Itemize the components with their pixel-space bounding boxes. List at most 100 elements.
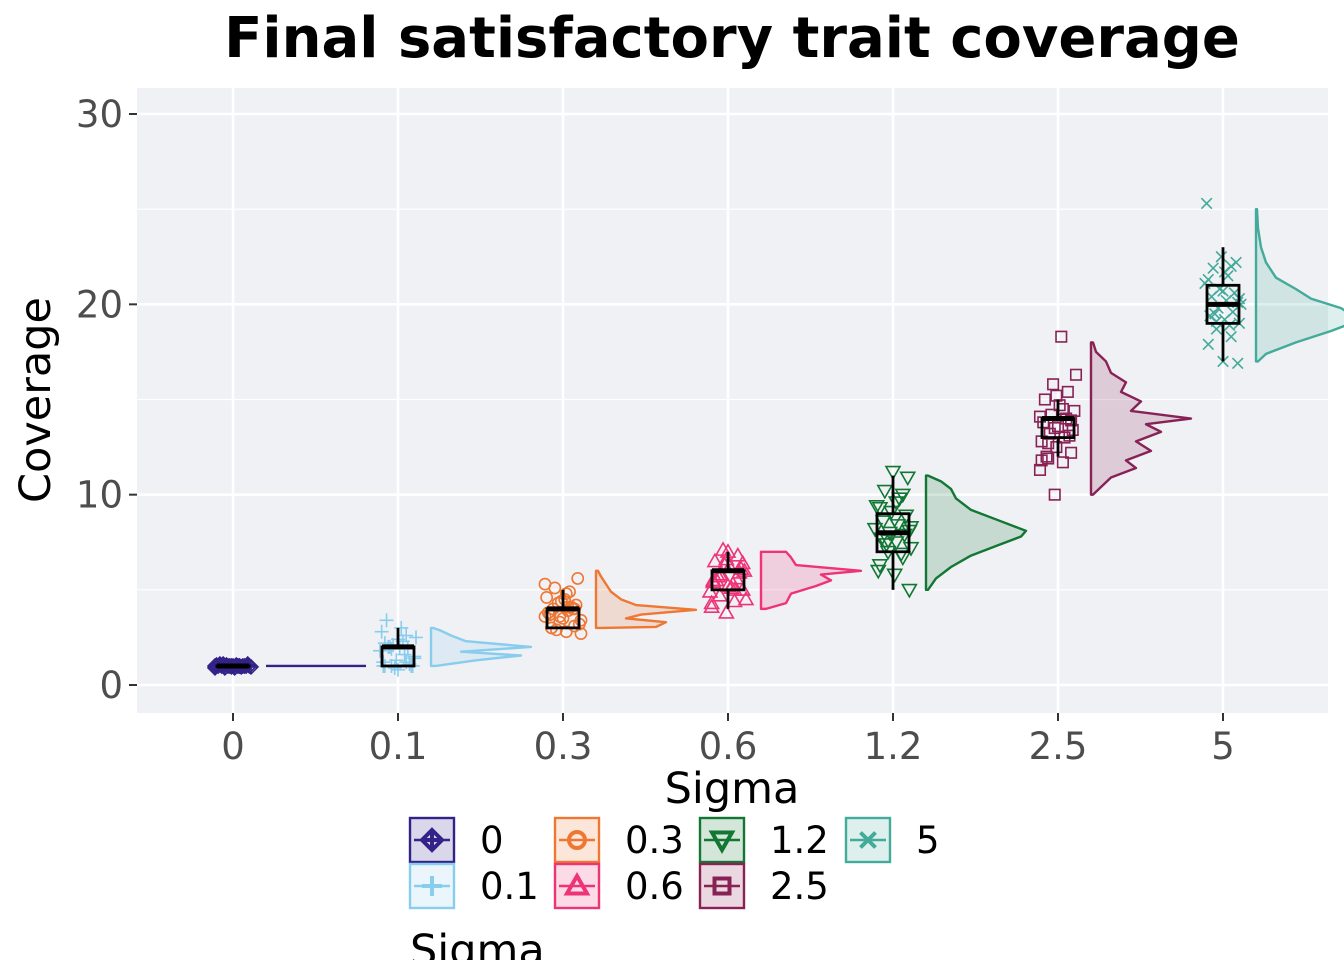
data-marks: [206, 197, 1344, 677]
data-point: [892, 547, 910, 563]
data-point: [574, 627, 588, 641]
legend-item-0: 0: [408, 816, 504, 864]
y-tick-label: 10: [76, 474, 123, 517]
plot-panel: [137, 88, 1328, 713]
density-curve: [924, 474, 1028, 592]
data-point: [399, 628, 414, 643]
data-point: [558, 592, 572, 606]
data-point: [1048, 421, 1061, 435]
legend-label: 5: [916, 819, 940, 862]
legend-title: Sigma: [410, 926, 545, 960]
legend-marker: [419, 827, 445, 853]
density-curve: [594, 569, 698, 630]
legend-item-0.6: 0.6: [553, 862, 684, 910]
data-point: [559, 587, 573, 601]
data-point: [866, 522, 884, 538]
data-point: [379, 613, 394, 628]
data-point: [1217, 285, 1229, 297]
density-curve: [1254, 207, 1344, 363]
data-point: [1069, 368, 1083, 381]
legend-item-0.1: 0.1: [408, 862, 539, 910]
data-point: [894, 488, 912, 504]
data-point: [1210, 315, 1223, 328]
legend-label: 0: [480, 819, 504, 862]
data-point: [869, 564, 887, 580]
data-point: [711, 565, 729, 581]
data-point: [540, 591, 554, 604]
series-2.5: [1033, 330, 1193, 501]
legend-marker: [422, 876, 442, 896]
data-point: [703, 598, 721, 614]
data-point: [409, 630, 423, 645]
y-axis: 0 10 20 30: [76, 93, 137, 707]
data-point: [1055, 330, 1068, 343]
legend-marker: [712, 876, 732, 896]
data-point: [373, 643, 387, 658]
data-point: [1223, 319, 1236, 332]
data-point: [871, 501, 889, 517]
x-tick-label: 0: [221, 725, 245, 768]
data-point: [1053, 399, 1066, 412]
series-0.6: [701, 541, 863, 619]
density-curve: [1089, 341, 1193, 496]
legend-marker: [859, 831, 877, 849]
data-point: [574, 613, 588, 627]
x-axis-label: Sigma: [665, 764, 800, 814]
legend-label: 0.6: [625, 865, 684, 908]
data-point: [884, 465, 902, 481]
legend-item-5: 5: [844, 816, 940, 864]
data-point: [1047, 378, 1060, 391]
data-point: [899, 471, 917, 487]
data-point: [703, 594, 721, 610]
data-point: [902, 520, 920, 536]
data-point: [886, 568, 904, 584]
legend: 00.1 0.30.6 1.22.5 5: [408, 816, 940, 910]
legend-label: 0.3: [625, 819, 684, 862]
x-tick-label: 1.2: [864, 725, 923, 768]
data-point: [706, 552, 724, 568]
data-point: [1061, 385, 1074, 398]
data-point: [397, 647, 412, 662]
legend-marker: [708, 830, 736, 855]
data-point: [1065, 446, 1078, 459]
legend-item-0.3: 0.3: [553, 816, 684, 864]
data-point: [900, 583, 918, 599]
data-point: [1050, 441, 1063, 454]
x-tick-label: 2.5: [1029, 725, 1088, 768]
series-0.3: [538, 569, 698, 641]
data-point: [1202, 273, 1215, 286]
data-point: [868, 500, 886, 515]
data-point: [887, 536, 905, 551]
x-tick-label: 0.3: [534, 725, 593, 768]
chart-title: Final satisfactory trait coverage: [224, 6, 1240, 71]
data-point: [876, 484, 894, 500]
data-point: [714, 541, 732, 556]
data-point: [1231, 357, 1244, 370]
y-tick-label: 20: [76, 283, 123, 326]
data-point: [1033, 463, 1047, 476]
x-tick-label: 0.6: [699, 725, 758, 768]
data-point: [1068, 404, 1081, 417]
data-point: [1038, 393, 1051, 406]
data-point: [726, 592, 743, 608]
data-point: [374, 624, 389, 639]
density-curve: [429, 626, 533, 668]
data-point: [1035, 454, 1048, 467]
data-point: [1056, 456, 1069, 469]
data-point: [1200, 197, 1213, 210]
data-point: [1218, 266, 1231, 278]
legend-item-2.5: 2.5: [698, 862, 829, 910]
legend-marker: [563, 871, 591, 896]
data-point: [1050, 389, 1063, 402]
y-axis-label: Coverage: [11, 297, 61, 503]
data-point: [737, 590, 755, 606]
data-point: [717, 604, 735, 619]
y-tick-label: 30: [76, 93, 123, 136]
data-point: [1042, 452, 1055, 465]
series-0.1: [373, 613, 533, 677]
series-0: [206, 655, 366, 677]
data-point: [571, 572, 585, 585]
y-tick-label: 0: [99, 664, 123, 707]
series-1.2: [866, 465, 1028, 599]
